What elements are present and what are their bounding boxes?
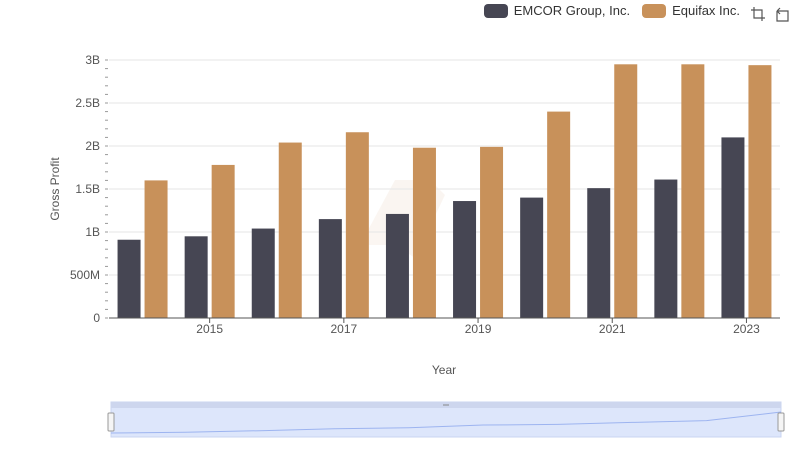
bar-emcor	[587, 188, 611, 318]
range-navigator[interactable]	[107, 401, 785, 438]
bar-emcor	[251, 228, 275, 318]
y-minor-ticks	[105, 59, 108, 319]
legend: EMCOR Group, Inc. Equifax Inc.	[483, 3, 740, 18]
bar-equifax	[144, 180, 168, 318]
bar-emcor	[721, 137, 745, 318]
y-axis-label: Gross Profit	[48, 157, 62, 221]
bar-equifax	[278, 142, 302, 318]
bar-emcor	[453, 201, 477, 318]
x-tick-label: 2023	[733, 322, 760, 336]
navigator-handle-left[interactable]	[107, 412, 115, 432]
y-tick-label: 2.5B	[75, 96, 100, 110]
navigator-handle-right[interactable]	[777, 412, 785, 432]
y-tick-label: 3B	[85, 53, 100, 67]
bar-emcor	[117, 239, 141, 318]
bars	[117, 64, 772, 318]
zoom-reset-icon[interactable]	[774, 6, 790, 22]
axes: 0 500M 1B 1.5B 2B 2.5B 3B 2015 2017 2019 2021 2023	[70, 53, 780, 336]
x-tick-label: 2017	[330, 322, 357, 336]
bar-emcor	[520, 197, 544, 318]
y-tick-label: 2B	[85, 139, 100, 153]
bar-emcor	[385, 213, 409, 318]
legend-swatch-equifax	[642, 3, 667, 18]
legend-swatch-emcor	[483, 3, 508, 18]
bar-emcor	[654, 179, 678, 318]
legend-item-equifax[interactable]: Equifax Inc.	[642, 3, 740, 18]
bar-equifax	[211, 164, 235, 318]
bar-equifax	[480, 146, 504, 318]
zoom-select-icon[interactable]	[750, 6, 766, 22]
bar-emcor	[184, 236, 208, 318]
bar-equifax	[681, 64, 705, 318]
bar-equifax	[412, 147, 436, 318]
y-tick-label: 0	[93, 311, 100, 325]
legend-item-emcor[interactable]: EMCOR Group, Inc.	[483, 3, 631, 18]
y-tick-label: 1.5B	[75, 182, 100, 196]
bar-equifax	[345, 132, 369, 318]
x-axis-label: Year	[432, 363, 456, 377]
navigator-series-line	[110, 411, 782, 434]
y-tick-label: 1B	[85, 225, 100, 239]
grid	[109, 59, 780, 319]
x-tick-label: 2021	[599, 322, 626, 336]
x-tick-label: 2019	[465, 322, 492, 336]
x-tick-label: 2015	[196, 322, 223, 336]
legend-label-emcor: EMCOR Group, Inc.	[513, 3, 631, 18]
bar-emcor	[318, 219, 342, 318]
bar-equifax	[547, 111, 571, 318]
bar-equifax	[614, 64, 638, 318]
legend-label-equifax: Equifax Inc.	[672, 3, 740, 18]
chart-toolbar	[750, 6, 790, 22]
y-tick-label: 500M	[70, 268, 100, 282]
bar-equifax	[748, 65, 772, 318]
